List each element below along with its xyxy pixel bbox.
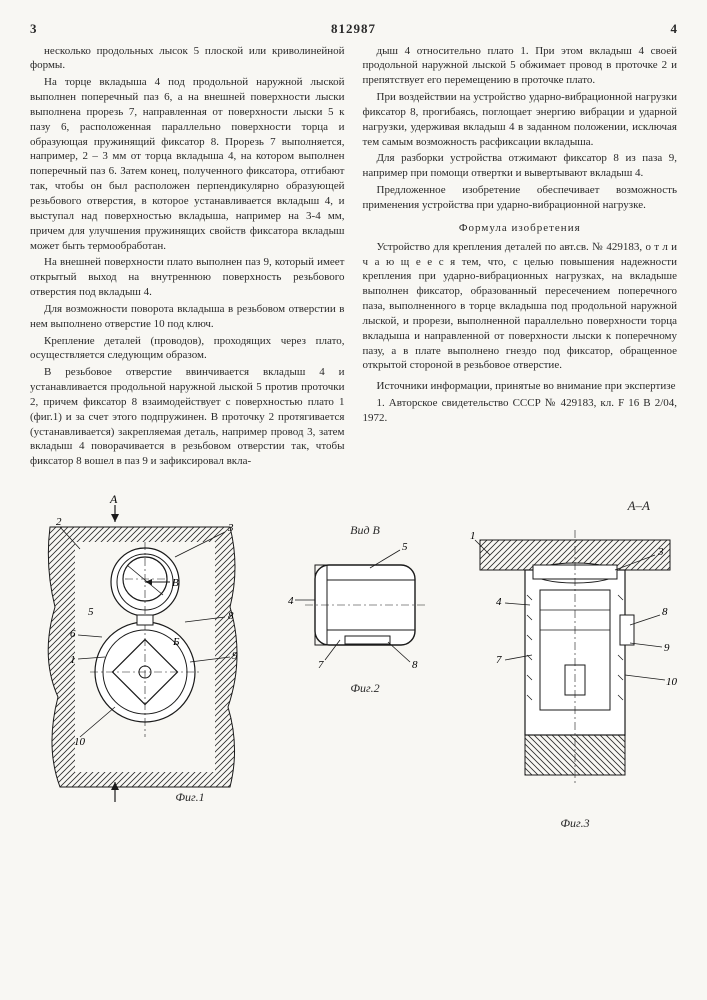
paragraph: В резьбовое отверстие ввинчивается вклад… [30, 365, 345, 469]
paragraph: При воздействии на устройство ударно-виб… [363, 90, 678, 149]
paragraph: Устройство для крепления деталей по авт.… [363, 240, 678, 374]
fig2-label: Фиг.2 [280, 680, 450, 696]
svg-text:7: 7 [318, 659, 324, 671]
svg-text:3: 3 [227, 522, 234, 534]
figure-3: А–А [470, 497, 680, 831]
fig1-label: Фиг.1 [120, 789, 260, 805]
fig2-view-label: Вид В [280, 522, 450, 538]
text-columns: несколько продольных лысок 5 плоской или… [30, 44, 677, 472]
svg-text:5: 5 [402, 541, 408, 553]
figure-1: 2 3 8 9 6 1 5 10 В Б A A Фиг.1 [30, 487, 260, 805]
paragraph: Крепление деталей (проводов), проходящих… [30, 334, 345, 364]
fig2-svg: 4 5 7 8 [280, 540, 450, 680]
svg-text:Б: Б [172, 636, 180, 648]
sources-title: Источники информации, принятые во вниман… [363, 379, 678, 394]
svg-text:5: 5 [88, 606, 94, 618]
svg-text:8: 8 [662, 606, 668, 618]
svg-text:1: 1 [70, 654, 76, 666]
svg-text:В: В [172, 577, 179, 589]
fig3-section: А–А [470, 497, 680, 515]
paragraph: 1. Авторское свидетельство СССР № 429183… [363, 396, 678, 426]
figures-area: 2 3 8 9 6 1 5 10 В Б A A Фиг.1 Вид В [30, 487, 677, 827]
svg-text:9: 9 [664, 642, 670, 654]
svg-text:8: 8 [228, 610, 234, 622]
svg-text:3: 3 [657, 546, 664, 558]
paragraph: Для разборки устройства отжимают фиксато… [363, 151, 678, 181]
svg-text:8: 8 [412, 659, 418, 671]
svg-text:4: 4 [288, 595, 294, 607]
svg-text:10: 10 [74, 736, 86, 748]
svg-text:2: 2 [56, 516, 62, 528]
page-header: 3 812987 4 [30, 20, 677, 38]
svg-text:4: 4 [496, 596, 502, 608]
fig1-svg: 2 3 8 9 6 1 5 10 В Б A A [30, 487, 260, 807]
fig3-svg: 1 3 4 8 9 10 7 [470, 515, 680, 815]
svg-text:10: 10 [666, 676, 678, 688]
left-column: несколько продольных лысок 5 плоской или… [30, 44, 345, 472]
svg-text:A: A [109, 804, 118, 807]
patent-number: 812987 [37, 20, 671, 38]
svg-text:A: A [109, 492, 118, 506]
right-column: дыш 4 относительно плато 1. При этом вкл… [363, 44, 678, 472]
paragraph: несколько продольных лысок 5 плоской или… [30, 44, 345, 74]
paragraph: дыш 4 относительно плато 1. При этом вкл… [363, 44, 678, 89]
svg-text:1: 1 [470, 530, 476, 542]
page-right: 4 [671, 20, 678, 38]
paragraph: Предложенное изобретение обеспечивает во… [363, 183, 678, 213]
paragraph: На торце вкладыша 4 под продольной наруж… [30, 75, 345, 253]
fig3-label: Фиг.3 [470, 815, 680, 831]
figure-2: Вид В 4 5 7 8 Фиг.2 [280, 522, 450, 696]
svg-text:7: 7 [496, 654, 502, 666]
paragraph: Для возможности поворота вкладыша в резь… [30, 302, 345, 332]
svg-text:9: 9 [232, 650, 238, 662]
formula-title: Формула изобретения [363, 221, 678, 236]
svg-text:6: 6 [70, 628, 76, 640]
paragraph: На внешней поверхности плато выполнен па… [30, 255, 345, 300]
